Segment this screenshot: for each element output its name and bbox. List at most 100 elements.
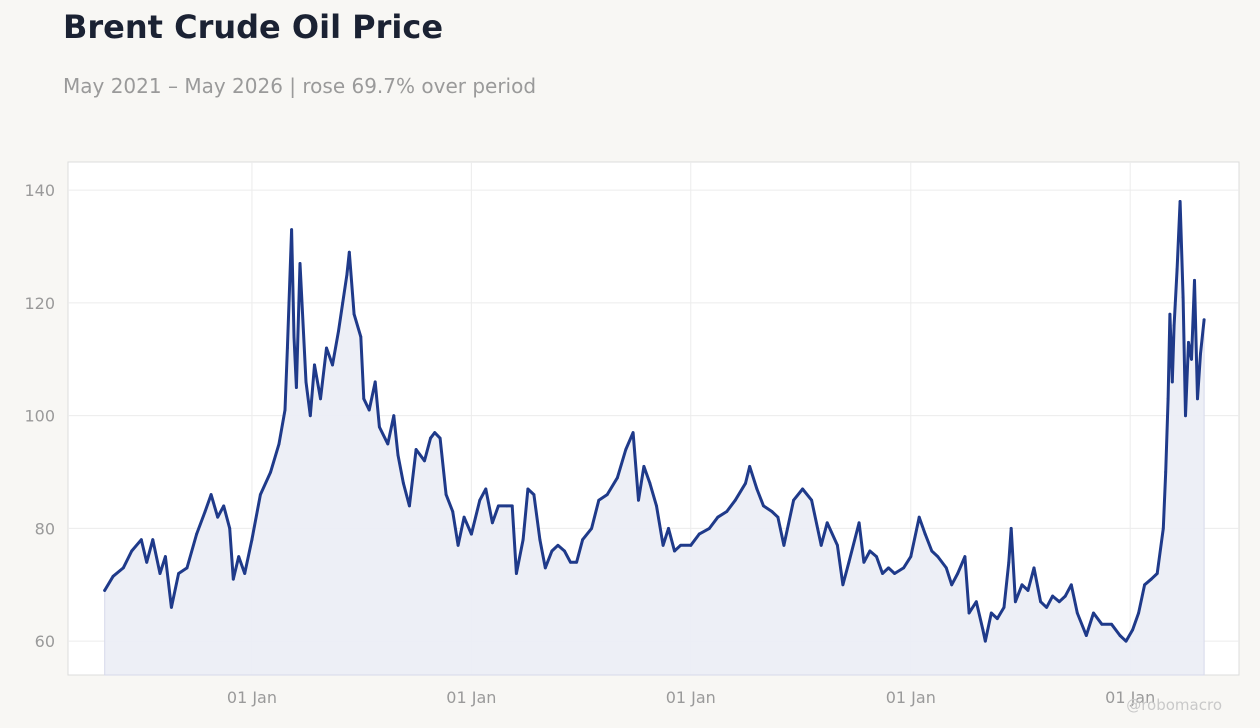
data-point <box>733 498 737 502</box>
data-point <box>887 566 890 570</box>
x-tick-label: 01 Jan <box>666 688 716 707</box>
data-point <box>1161 527 1165 530</box>
data-point <box>597 498 601 502</box>
data-point <box>228 527 232 530</box>
data-point <box>1032 566 1036 570</box>
data-point <box>295 386 298 389</box>
data-point <box>857 521 861 525</box>
data-point <box>510 504 514 508</box>
data-point <box>243 572 247 575</box>
data-point <box>521 538 525 542</box>
y-tick-label: 100 <box>24 407 55 426</box>
data-point <box>1143 583 1147 587</box>
data-point <box>423 459 426 463</box>
data-point <box>538 538 542 542</box>
data-point <box>1057 600 1061 604</box>
data-point <box>169 605 173 609</box>
data-point <box>762 504 765 508</box>
data-point <box>917 515 921 519</box>
data-point <box>792 498 795 502</box>
data-point <box>1092 611 1095 615</box>
data-point <box>543 566 547 570</box>
data-point <box>341 301 345 305</box>
data-point <box>748 465 752 468</box>
data-point <box>655 504 658 508</box>
data-point <box>862 560 866 564</box>
data-point <box>881 572 884 575</box>
data-point <box>1190 357 1193 361</box>
data-point <box>396 453 400 457</box>
data-point <box>304 380 308 384</box>
data-point <box>151 538 155 542</box>
data-point <box>1045 605 1049 609</box>
data-point <box>679 543 682 547</box>
data-point <box>209 493 213 497</box>
data-point <box>158 572 162 575</box>
chart-subtitle: May 2021 – May 2026 | rose 69.7% over pe… <box>63 74 537 98</box>
data-point <box>258 493 262 497</box>
data-point <box>974 600 978 604</box>
data-point <box>563 549 566 553</box>
data-point <box>1124 639 1128 643</box>
data-point <box>624 448 628 451</box>
data-point <box>367 408 371 412</box>
data-point <box>1009 527 1013 530</box>
data-point <box>308 414 312 418</box>
data-point <box>1187 340 1190 344</box>
data-point <box>981 628 985 632</box>
data-point <box>352 312 356 316</box>
data-point <box>139 538 143 542</box>
data-point <box>373 380 377 384</box>
data-point <box>433 431 437 434</box>
data-point <box>526 487 530 491</box>
data-point <box>776 515 780 519</box>
data-point <box>637 498 640 502</box>
x-tick-label: 01 Jan <box>227 688 277 707</box>
data-point <box>130 549 134 553</box>
data-point <box>1051 594 1055 598</box>
data-point <box>444 493 448 497</box>
data-point <box>725 510 729 513</box>
data-point <box>967 611 971 615</box>
data-point <box>478 498 482 502</box>
data-point <box>237 555 241 559</box>
data-point <box>944 566 948 570</box>
data-point <box>1002 605 1006 609</box>
data-point <box>782 543 786 547</box>
data-point <box>386 442 390 446</box>
data-point <box>319 397 322 401</box>
data-point <box>250 538 254 542</box>
data-point <box>177 572 181 575</box>
watermark: @robomacro <box>1126 696 1222 714</box>
data-point <box>1131 628 1135 632</box>
data-point <box>462 515 466 519</box>
x-tick-label: 01 Jan <box>1105 688 1155 707</box>
data-point <box>298 262 302 265</box>
data-point <box>414 448 418 451</box>
data-point <box>203 510 207 513</box>
y-tick-label: 80 <box>35 519 55 538</box>
data-point <box>269 470 272 474</box>
data-point <box>484 487 488 491</box>
data-point <box>605 493 609 497</box>
data-point <box>185 566 189 570</box>
data-point <box>1137 611 1141 615</box>
x-tick-label: 01 Jan <box>886 688 936 707</box>
data-point <box>1007 560 1011 564</box>
data-point <box>121 566 125 570</box>
data-points <box>103 200 1206 643</box>
data-point <box>744 481 747 485</box>
data-point <box>1069 583 1073 587</box>
data-point <box>377 425 381 429</box>
data-point <box>1170 380 1174 384</box>
data-point <box>875 555 878 559</box>
data-point <box>989 611 993 615</box>
data-point <box>1084 634 1088 637</box>
data-point <box>1039 600 1043 604</box>
data-point <box>325 346 328 350</box>
data-point <box>277 442 281 446</box>
data-point <box>755 487 759 491</box>
data-point <box>590 527 593 530</box>
y-tick-label: 140 <box>24 181 55 200</box>
data-point <box>359 335 363 339</box>
